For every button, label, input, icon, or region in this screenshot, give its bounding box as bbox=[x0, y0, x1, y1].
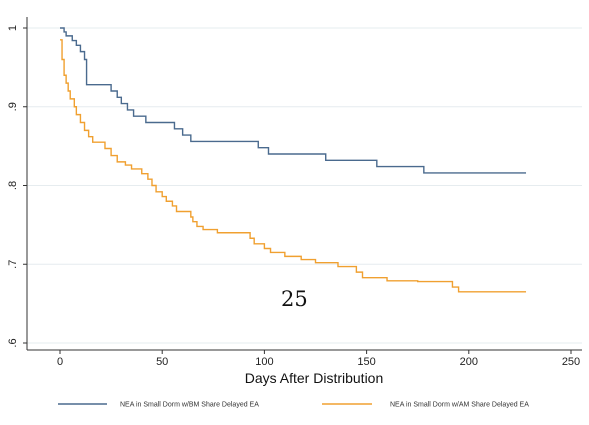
x-tick-label: 150 bbox=[357, 356, 375, 368]
legend-label-am: NEA in Small Dorm w/AM Share Delayed EA bbox=[390, 402, 529, 409]
y-tick-label: .8 bbox=[7, 181, 19, 190]
page-number: 25 bbox=[281, 287, 308, 311]
x-tick-label: 100 bbox=[255, 356, 273, 368]
axes bbox=[26, 17, 582, 351]
x-tick-label: 250 bbox=[562, 356, 580, 368]
series-line-0 bbox=[60, 27, 527, 174]
series-lines bbox=[60, 27, 527, 293]
y-tick-label: .7 bbox=[7, 260, 19, 269]
legend-label-bm: NEA in Small Dorm w/BM Share Delayed EA bbox=[120, 402, 259, 409]
y-tick-label: .6 bbox=[7, 338, 19, 347]
y-tick-label: .9 bbox=[7, 102, 19, 111]
series-line-1 bbox=[60, 39, 527, 293]
grid-lines bbox=[27, 27, 582, 344]
x-axis-title: Days After Distribution bbox=[245, 370, 384, 386]
y-ticks: .6 .7 .8 .9 1 bbox=[7, 25, 27, 348]
x-ticks: 0 50 100 150 200 250 bbox=[57, 350, 580, 368]
x-tick-label: 0 bbox=[57, 356, 63, 368]
x-tick-label: 50 bbox=[156, 356, 168, 368]
legend: NEA in Small Dorm w/BM Share Delayed EA … bbox=[58, 402, 529, 409]
x-tick-label: 200 bbox=[460, 356, 478, 368]
y-tick-label: 1 bbox=[7, 25, 19, 31]
